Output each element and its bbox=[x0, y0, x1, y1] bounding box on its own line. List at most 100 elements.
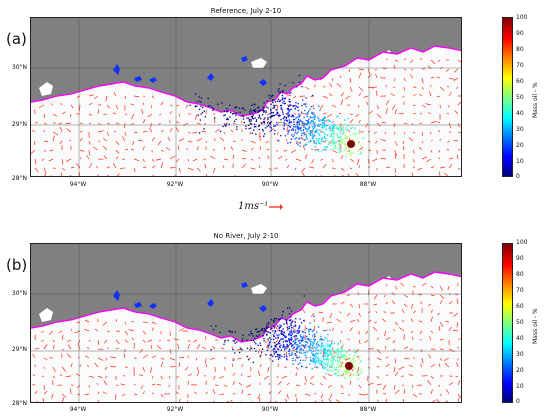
oil-particle bbox=[314, 116, 317, 118]
current-vector bbox=[160, 149, 164, 152]
oil-particle bbox=[272, 115, 275, 117]
current-vector bbox=[376, 104, 380, 110]
oil-particle bbox=[288, 115, 290, 118]
oil-particle bbox=[315, 366, 317, 368]
oil-particle bbox=[267, 346, 270, 348]
current-vector bbox=[314, 400, 317, 402]
colorbar-tick: 60 bbox=[516, 303, 524, 310]
oil-particle bbox=[335, 141, 337, 143]
oil-particle bbox=[304, 331, 306, 334]
oil-particle bbox=[293, 335, 295, 338]
oil-particle bbox=[311, 335, 314, 337]
oil-particle bbox=[322, 359, 325, 361]
oil-particle bbox=[302, 99, 304, 101]
oil-particle bbox=[339, 141, 342, 143]
current-vector bbox=[373, 303, 378, 306]
oil-particle bbox=[341, 356, 343, 358]
oil-particle bbox=[338, 149, 340, 151]
oil-particle bbox=[258, 334, 260, 336]
oil-particle bbox=[273, 106, 275, 109]
current-vector bbox=[304, 366, 308, 369]
current-vector bbox=[300, 112, 306, 115]
oil-particle bbox=[283, 127, 285, 129]
oil-particle bbox=[274, 348, 276, 350]
current-vector bbox=[43, 167, 47, 174]
current-vector bbox=[385, 374, 389, 377]
current-vector bbox=[427, 354, 432, 359]
current-vector bbox=[103, 113, 108, 115]
current-vector bbox=[419, 112, 423, 115]
oil-particle bbox=[253, 109, 255, 112]
current-vector bbox=[356, 158, 360, 165]
oil-particle bbox=[261, 122, 263, 125]
oil-particle bbox=[323, 125, 325, 127]
oil-particle bbox=[296, 120, 299, 122]
current-vector bbox=[367, 149, 372, 152]
current-vector bbox=[430, 330, 434, 334]
oil-particle bbox=[287, 109, 290, 111]
oil-particle bbox=[293, 134, 295, 136]
oil-particle bbox=[296, 121, 298, 123]
oil-particle bbox=[317, 139, 320, 142]
oil-particle bbox=[282, 311, 284, 313]
current-vector bbox=[308, 166, 315, 169]
current-vector bbox=[329, 82, 333, 88]
oil-particle bbox=[250, 330, 252, 333]
current-vector bbox=[349, 303, 353, 308]
oil-particle bbox=[261, 348, 264, 350]
current-vector bbox=[329, 312, 333, 319]
current-vector bbox=[152, 174, 154, 176]
oil-particle bbox=[314, 335, 317, 338]
oil-particle bbox=[223, 114, 225, 117]
oil-particle bbox=[333, 357, 335, 359]
oil-particle bbox=[312, 135, 314, 137]
oil-particle bbox=[306, 124, 308, 126]
current-vector bbox=[448, 157, 454, 160]
current-vector bbox=[116, 173, 120, 176]
current-vector bbox=[420, 301, 423, 305]
current-vector bbox=[419, 330, 423, 335]
current-vector bbox=[310, 375, 315, 380]
current-vector bbox=[393, 384, 396, 390]
current-vector bbox=[205, 357, 207, 364]
current-vector bbox=[230, 146, 234, 151]
current-vector bbox=[309, 382, 315, 386]
current-vector bbox=[457, 338, 461, 341]
oil-particle bbox=[317, 132, 319, 134]
oil-particle bbox=[298, 345, 301, 347]
oil-particle bbox=[297, 118, 300, 121]
current-vector bbox=[205, 174, 208, 176]
oil-particle bbox=[288, 339, 291, 341]
oil-particle bbox=[297, 329, 299, 331]
oil-particle bbox=[266, 349, 269, 351]
oil-particle bbox=[250, 116, 253, 118]
current-vector bbox=[59, 126, 63, 133]
current-vector bbox=[113, 92, 117, 97]
current-vector bbox=[364, 339, 369, 344]
current-vector bbox=[131, 113, 135, 120]
oil-particle bbox=[332, 363, 335, 365]
oil-particle bbox=[282, 338, 285, 340]
oil-particle bbox=[289, 101, 292, 103]
oil-particle bbox=[351, 127, 353, 130]
current-vector bbox=[78, 172, 81, 176]
oil-particle bbox=[279, 92, 281, 94]
oil-particle bbox=[261, 329, 264, 331]
oil-particle bbox=[214, 117, 216, 119]
oil-particle bbox=[257, 344, 259, 346]
current-vector bbox=[338, 112, 342, 115]
oil-particle bbox=[257, 111, 259, 114]
current-vector bbox=[59, 374, 63, 377]
oil-particle bbox=[304, 103, 307, 105]
oil-particle bbox=[267, 107, 269, 109]
current-vector bbox=[443, 357, 450, 362]
oil-particle bbox=[251, 115, 254, 118]
oil-particle bbox=[290, 354, 293, 356]
current-vector bbox=[177, 343, 180, 350]
current-vector bbox=[105, 375, 108, 379]
current-vector bbox=[416, 167, 423, 171]
oil-particle bbox=[284, 346, 286, 348]
oil-particle bbox=[324, 363, 326, 365]
oil-particle bbox=[310, 344, 312, 346]
oil-particle bbox=[314, 349, 317, 351]
